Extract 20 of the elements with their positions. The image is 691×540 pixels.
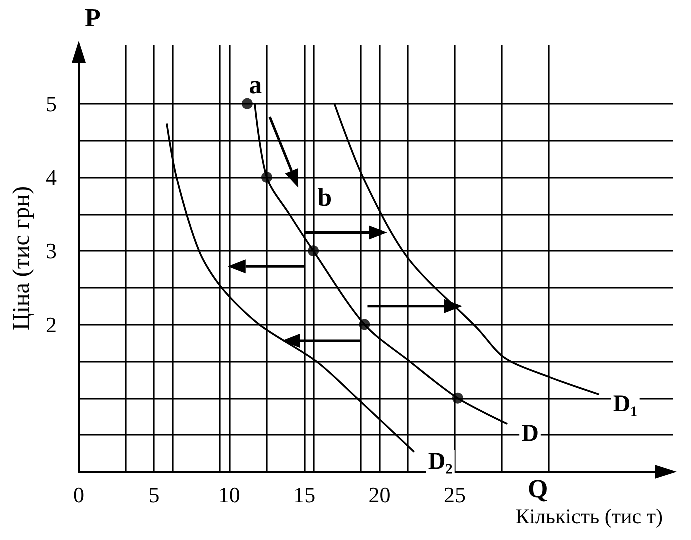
x-tick-label: 25 bbox=[444, 482, 466, 508]
x-axis-title: Кількість (тис т) bbox=[516, 504, 663, 528]
y-tick-label: 2 bbox=[46, 312, 57, 338]
series-label: D₁ bbox=[613, 392, 638, 418]
annotation: a bbox=[249, 70, 262, 100]
x-tick-label: 20 bbox=[368, 482, 391, 508]
series-label: D₂ bbox=[428, 449, 453, 476]
x-tick-label: 15 bbox=[294, 482, 316, 508]
text: Q bbox=[528, 474, 548, 504]
y-axis-title: Ціна (тис грн) bbox=[9, 186, 35, 331]
point bbox=[242, 98, 253, 110]
y-tick-label: 4 bbox=[46, 165, 57, 190]
y-tick-label: 5 bbox=[46, 91, 57, 116]
annotation: b bbox=[318, 183, 332, 212]
x-tick-label: 0 bbox=[74, 482, 84, 508]
y-tick-label: 3 bbox=[46, 238, 57, 264]
text: P bbox=[85, 4, 101, 32]
x-tick-label: 5 bbox=[148, 482, 160, 508]
series-label: D bbox=[522, 421, 539, 448]
x-tick-label: 10 bbox=[218, 482, 240, 508]
